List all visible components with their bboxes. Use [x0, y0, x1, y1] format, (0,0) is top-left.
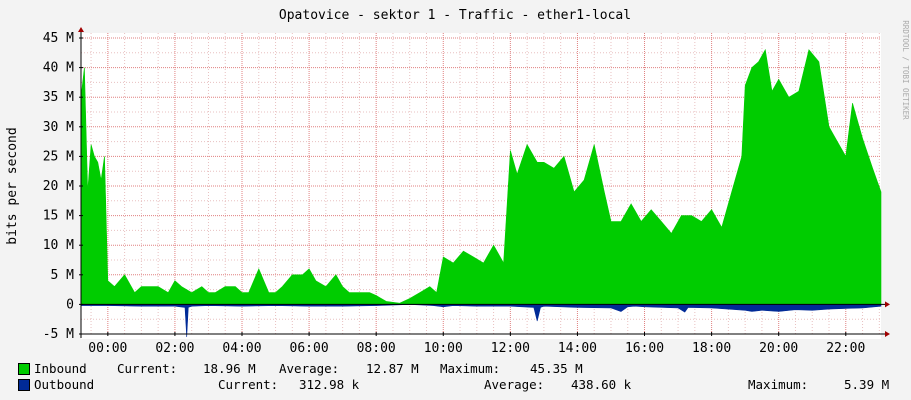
y-tick-label: 20 M [43, 179, 74, 194]
inbound-label: Inbound [34, 361, 87, 376]
outbound-average-value: 438.60 k [571, 377, 632, 392]
x-tick-label: 08:00 [357, 341, 396, 356]
x-tick-label: 12:00 [491, 341, 530, 356]
watermark: RRDTOOL / TOBI OETIKER [901, 20, 910, 120]
series-areas [80, 48, 882, 338]
x-tick-labels: 00:00 02:00 04:00 06:00 08:00 10:00 12:00 14:00… [88, 332, 865, 356]
y-tick-label: 45 M [43, 31, 74, 46]
y-tick-label: 30 M [43, 120, 74, 135]
x-tick-label: 16:00 [625, 341, 664, 356]
x-tick-label: 10:00 [424, 341, 463, 356]
axes [78, 27, 890, 338]
y-tick-label: 35 M [43, 90, 74, 105]
y-axis-arrow [78, 27, 84, 32]
y-tick-label: 10 M [43, 238, 74, 253]
y-tick-label: -5 M [43, 327, 74, 342]
inbound-swatch [18, 363, 30, 375]
inbound-current-value: 18.96 M [203, 361, 256, 376]
outbound-current-label: Current: [218, 377, 279, 392]
x-bottom-arrow [885, 331, 890, 337]
x-tick-label: 02:00 [155, 341, 194, 356]
legend-row-inbound: Inbound Current: 18.96 M Average: 12.87 … [0, 361, 911, 376]
outbound-label: Outbound [34, 377, 95, 392]
outbound-maximum-value: 5.39 M [844, 377, 890, 392]
inbound-maximum-value: 45.35 M [530, 361, 583, 376]
x-axis-arrow [885, 301, 890, 308]
x-tick-label: 06:00 [290, 341, 329, 356]
inbound-current-label: Current: [117, 361, 178, 376]
y-tick-label: 0 [66, 297, 74, 312]
x-tick-label: 00:00 [88, 341, 127, 356]
inbound-average-label: Average: [279, 361, 340, 376]
x-tick-label: 14:00 [558, 341, 597, 356]
legend-row-outbound: Outbound Current: 312.98 k Average: 438.… [0, 377, 911, 392]
y-tick-labels: -5 M 0 5 M 10 M 15 M 20 M 25 M 30 M 35 M 40 M 45 M [43, 31, 83, 342]
y-tick-label: 40 M [43, 61, 74, 76]
y-tick-label: 15 M [43, 209, 74, 224]
area-outbound [80, 304, 882, 338]
x-tick-label: 18:00 [692, 341, 731, 356]
area-inbound [80, 48, 882, 305]
y-tick-label: 5 M [51, 268, 75, 283]
y-axis-label: bits per second [5, 127, 20, 244]
inbound-maximum-label: Maximum: [440, 361, 501, 376]
inbound-average-value: 12.87 M [366, 361, 419, 376]
x-tick-label: 20:00 [759, 341, 798, 356]
y-tick-label: 25 M [43, 149, 74, 164]
x-tick-label: 22:00 [826, 341, 865, 356]
chart-title: Opatovice - sektor 1 - Traffic - ether1-… [279, 8, 631, 23]
outbound-average-label: Average: [484, 377, 545, 392]
outbound-swatch [18, 379, 30, 391]
x-tick-label: 04:00 [222, 341, 261, 356]
outbound-maximum-label: Maximum: [748, 377, 809, 392]
outbound-current-value: 312.98 k [299, 377, 360, 392]
